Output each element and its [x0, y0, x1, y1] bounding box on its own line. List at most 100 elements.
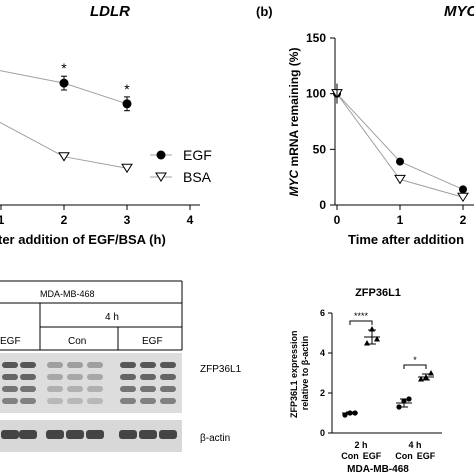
panel-a-x-tick-label: 3 [124, 213, 131, 227]
panel-d-con-point [406, 396, 412, 402]
panel-d-condition-label: EGF [417, 451, 436, 461]
blot-actin-band [139, 430, 157, 439]
blot-band [67, 374, 83, 380]
blot-band [140, 362, 156, 368]
blot-actin-label: β-actin [200, 433, 230, 444]
panel-a-x-tick-label: 2 [61, 213, 68, 227]
panel-d-y-tick-label: 2 [320, 388, 325, 398]
panel-a-significance: * [61, 60, 67, 76]
panel-d-bracket-label: * [413, 355, 417, 365]
blot-band [2, 362, 18, 368]
panel-b-y-tick-label: 150 [306, 31, 326, 45]
panel-d-y-tick-label: 6 [320, 308, 325, 318]
blot-band [140, 386, 156, 392]
panel-a-egf-point [122, 99, 132, 109]
blot-band [47, 374, 63, 380]
blot-band [67, 362, 83, 368]
panel-d-ylabel: ZFP36L1 expression relative to β-actin [289, 328, 310, 418]
blot-egf-right: EGF [142, 336, 163, 347]
blot-band [140, 374, 156, 380]
panel-d-ylabel-line1: ZFP36L1 expression [289, 330, 299, 418]
blot-band [87, 362, 103, 368]
panel-d-condition-label: Con [395, 451, 413, 461]
panel-b-x-tick-label: 0 [334, 213, 341, 227]
panel-b-egf-point [396, 157, 404, 166]
panel-d-condition-label: Con [341, 451, 359, 461]
panel-a-x-tick-label: 4 [187, 213, 194, 227]
blot-band [20, 362, 36, 368]
panel-b-ylabel-rest: mRNA remaining (%) [287, 48, 301, 170]
blot-band [140, 398, 156, 404]
panel-b-bsa-point [457, 192, 469, 203]
panel-a-title: LDLR [90, 3, 130, 20]
legend-egf-marker [156, 150, 166, 160]
panel-d-time-label: 2 h [354, 440, 367, 450]
blot-band [2, 374, 18, 380]
blot-band [120, 362, 136, 368]
panel-d-xlabel: MDA-MB-468 [347, 464, 409, 474]
blot-band [160, 386, 176, 392]
panel-a-ldlr-chart: LDLR 1 2 3 4 * * ter addition of EGF/BSA (h)… [0, 3, 212, 247]
blot-actin-band [86, 430, 104, 439]
panel-d-egf-point [364, 340, 370, 346]
panel-c-western-blot: MDA-MB-468 4 h EGF Con EGF ZFP36L1 β-act… [0, 280, 242, 452]
panel-d-y-tick-label: 0 [320, 428, 325, 438]
blot-actin-band [46, 430, 64, 439]
blot-band [160, 362, 176, 368]
panel-a-x-tick-label: 1 [0, 213, 5, 227]
panel-d-title: ZFP36L1 [355, 287, 401, 299]
blot-actin-band [19, 430, 37, 439]
blot-band [87, 374, 103, 380]
blot-cell-line: MDA-MB-468 [40, 289, 95, 299]
panel-d-egf-point [428, 370, 434, 376]
panel-d-ylabel-line2: relative to β-actin [300, 336, 310, 411]
panel-b-y-tick-label: 0 [319, 198, 326, 212]
panel-d-egf-point [374, 336, 380, 342]
panel-d-con-point [396, 404, 402, 410]
blot-band [20, 386, 36, 392]
panel-b-y-tick-label: 50 [313, 142, 327, 156]
panel-b-xlabel: Time after addition [348, 232, 464, 247]
panel-d-time-label: 4 h [408, 440, 421, 450]
blot-band [47, 362, 63, 368]
panel-d-y-tick-label: 4 [320, 348, 325, 358]
blot-band [160, 374, 176, 380]
panel-b-ylabel-gene: MYC [287, 169, 301, 196]
panel-b-egf-point [459, 185, 467, 194]
panel-d-bracket-label: **** [354, 311, 369, 321]
legend-bsa-label: BSA [183, 169, 212, 185]
panel-b-ylabel: MYC mRNA remaining (%) [287, 48, 301, 197]
blot-band [120, 374, 136, 380]
panel-a-bsa-point [121, 163, 133, 174]
panel-d-bracket [403, 364, 427, 369]
legend-bsa-marker [155, 172, 167, 182]
blot-zfp36l1-label: ZFP36L1 [200, 364, 242, 375]
blot-band [47, 386, 63, 392]
blot-band [67, 398, 83, 404]
blot-band [2, 398, 18, 404]
blot-band [87, 398, 103, 404]
panel-b-y-tick-label: 100 [306, 87, 326, 101]
blot-band [2, 386, 18, 392]
blot-band [120, 386, 136, 392]
panel-b-title: MYC [444, 3, 474, 20]
panel-a-egf-point [59, 78, 69, 88]
panel-b-myc-chart: (b) MYC 0 50 100 150 0 1 2 MYC mRNA remaining … [256, 3, 474, 247]
blot-actin-band [159, 430, 177, 439]
panel-d-bracket [349, 320, 373, 325]
panel-d-condition-label: EGF [363, 451, 382, 461]
blot-band [67, 386, 83, 392]
blot-actin-band [66, 430, 84, 439]
blot-con: Con [68, 336, 86, 347]
legend-egf-label: EGF [183, 147, 212, 163]
blot-band [87, 386, 103, 392]
panel-a-significance: * [124, 81, 130, 97]
blot-band [160, 398, 176, 404]
blot-band [120, 398, 136, 404]
panel-a-xlabel: ter addition of EGF/BSA (h) [0, 232, 166, 247]
blot-time-4h: 4 h [105, 312, 119, 323]
blot-band [20, 374, 36, 380]
blot-actin-band [1, 430, 19, 439]
